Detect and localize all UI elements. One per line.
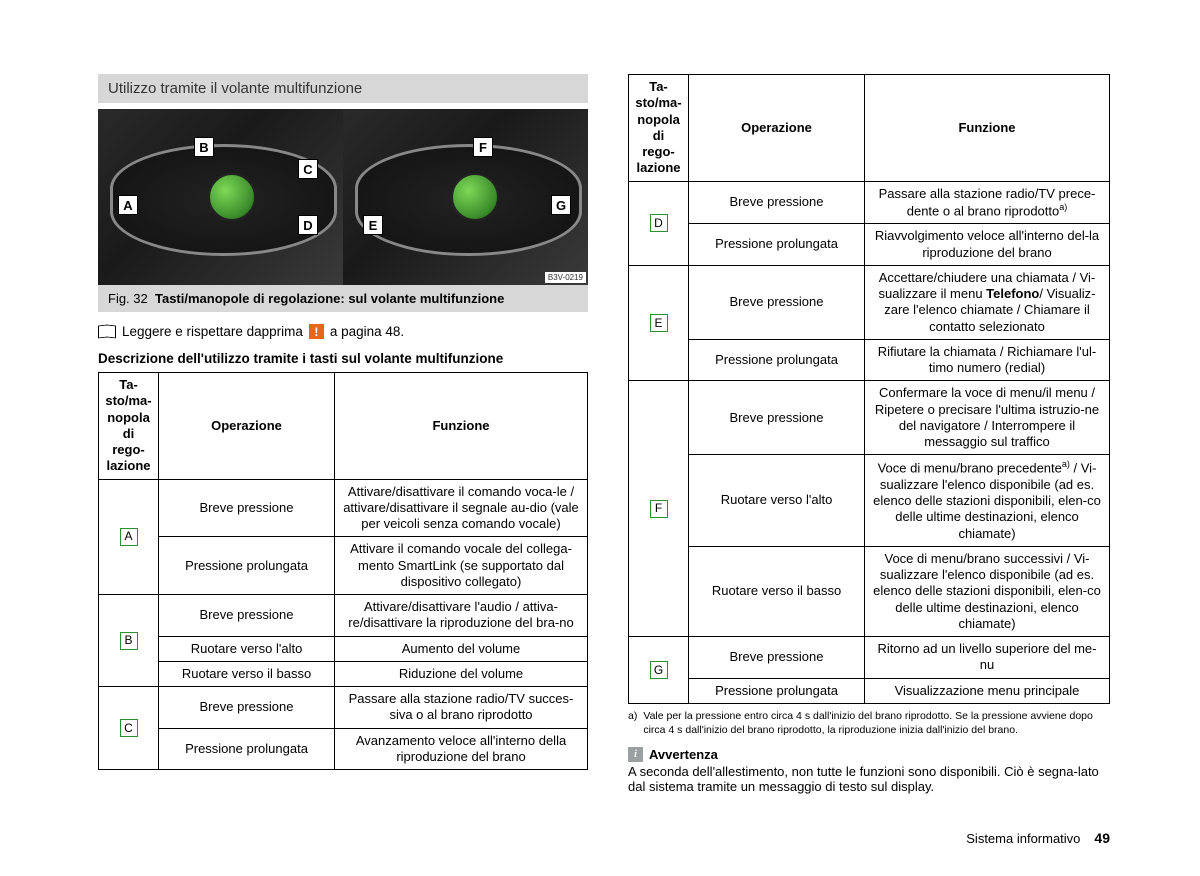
table-row: G Breve pressione Ritorno ad un livello … — [629, 637, 1110, 679]
notice-block: i Avvertenza A seconda dell'allestimento… — [628, 747, 1110, 794]
th-fn: Funzione — [335, 373, 588, 480]
read-first-notice: Leggere e rispettare dapprima ! a pagina… — [98, 324, 588, 339]
fig-label-c: C — [298, 159, 318, 179]
th-key: Ta-sto/ma-nopola di rego-lazione — [629, 75, 689, 182]
key-badge: A — [120, 528, 138, 546]
th-key: Ta-sto/ma-nopola di rego-lazione — [99, 373, 159, 480]
controls-table-right: Ta-sto/ma-nopola di rego-lazione Operazi… — [628, 74, 1110, 704]
key-badge: F — [650, 500, 668, 518]
fig-label-g: G — [551, 195, 571, 215]
table-row: Pressione prolungata Rifiutare la chiama… — [629, 339, 1110, 381]
fig-label-b: B — [194, 137, 214, 157]
page-footer: Sistema informativo 49 — [966, 830, 1110, 846]
key-badge: E — [650, 314, 668, 332]
th-fn: Funzione — [865, 75, 1110, 182]
table-row: Pressione prolungata Avanzamento veloce … — [99, 728, 588, 770]
footer-page-number: 49 — [1094, 830, 1110, 846]
controls-table-left: Ta-sto/ma-nopola di rego-lazione Operazi… — [98, 372, 588, 770]
info-icon: i — [628, 747, 643, 762]
table-row: Pressione prolungata Visualizzazione men… — [629, 678, 1110, 703]
table-row: B Breve pressione Attivare/disattivare l… — [99, 595, 588, 637]
fig-label-d: D — [298, 215, 318, 235]
table-row: F Breve pressione Confermare la voce di … — [629, 381, 1110, 455]
figure-image: A B C D E F G B3V-0219 — [98, 109, 588, 285]
table-row: Ruotare verso il basso Voce di menu/bran… — [629, 546, 1110, 636]
table-subheading: Descrizione dell'utilizzo tramite i tast… — [98, 351, 588, 366]
figure-id: B3V-0219 — [545, 272, 586, 283]
table-row: Ruotare verso l'alto Voce di menu/brano … — [629, 455, 1110, 547]
table-row: Ruotare verso il basso Riduzione del vol… — [99, 661, 588, 686]
fig-label-f: F — [473, 137, 493, 157]
footnote: a) Vale per la pressione entro circa 4 s… — [628, 710, 1110, 737]
fig-label-e: E — [363, 215, 383, 235]
key-badge: B — [120, 632, 138, 650]
table-row: D Breve pressione Passare alla stazione … — [629, 181, 1110, 224]
notice-text: A seconda dell'allestimento, non tutte l… — [628, 764, 1110, 794]
table-row: E Breve pressione Accettare/chiudere una… — [629, 265, 1110, 339]
warning-icon: ! — [309, 324, 324, 339]
key-badge: D — [650, 214, 668, 232]
section-header: Utilizzo tramite il volante multifunzion… — [98, 74, 588, 103]
footer-section: Sistema informativo — [966, 831, 1080, 846]
key-badge: C — [120, 719, 138, 737]
notice-title: Avvertenza — [649, 747, 718, 762]
book-icon — [98, 325, 116, 339]
th-op: Operazione — [159, 373, 335, 480]
table-row: Pressione prolungata Riavvolgimento velo… — [629, 224, 1110, 266]
table-row: Ruotare verso l'alto Aumento del volume — [99, 636, 588, 661]
figure-caption: Fig. 32 Tasti/manopole di regolazione: s… — [98, 285, 588, 312]
table-row: Pressione prolungata Attivare il comando… — [99, 537, 588, 595]
th-op: Operazione — [689, 75, 865, 182]
table-row: C Breve pressione Passare alla stazione … — [99, 687, 588, 729]
key-badge: G — [650, 661, 668, 679]
table-row: A Breve pressione Attivare/disattivare i… — [99, 479, 588, 537]
fig-label-a: A — [118, 195, 138, 215]
